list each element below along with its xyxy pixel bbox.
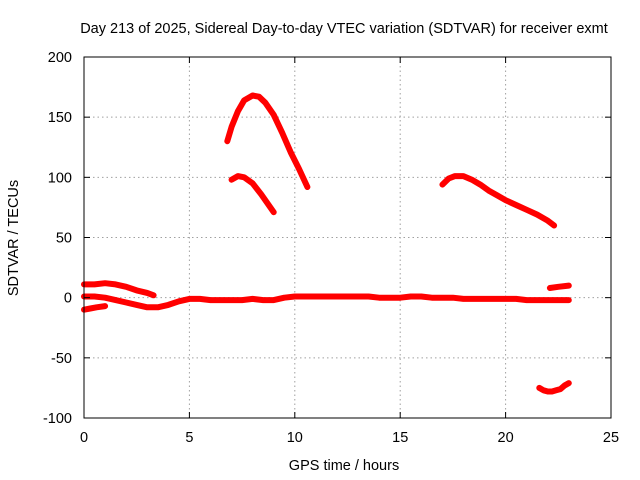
x-tick-label: 5 [185, 430, 193, 446]
x-tick-label: 10 [287, 430, 303, 446]
y-tick-label: -50 [51, 351, 72, 367]
x-tick-label: 0 [80, 430, 88, 446]
x-tick-label: 20 [498, 430, 514, 446]
series-arc-7 [536, 380, 572, 395]
y-tick-label: 100 [48, 170, 72, 186]
series-arc-5 [228, 173, 277, 216]
x-tick-label: 15 [392, 430, 408, 446]
y-tick-label: 200 [48, 50, 72, 66]
plot-frame [83, 56, 612, 419]
y-tick-label: 0 [64, 291, 72, 307]
series-arc-3 [81, 293, 572, 311]
x-tick-label: 25 [603, 430, 619, 446]
series-arc-1 [81, 303, 109, 313]
series-group [81, 92, 572, 395]
y-tick-label: -100 [43, 411, 72, 427]
axes: 0 5 10 15 20 25 -100 -50 0 50 100 150 200 [43, 50, 619, 446]
series-arc-6 [439, 173, 558, 229]
grid [84, 57, 611, 418]
chart-title: Day 213 of 2025, Sidereal Day-to-day VTE… [80, 21, 608, 37]
y-axis-label: SDTVAR / TECUs [6, 180, 22, 296]
y-tick-label: 50 [56, 231, 72, 247]
x-axis-label: GPS time / hours [289, 458, 399, 474]
y-tick-label: 150 [48, 110, 72, 126]
series-arc-8 [546, 282, 572, 291]
series-arc-2 [81, 280, 157, 299]
series-arc-4 [224, 92, 311, 190]
